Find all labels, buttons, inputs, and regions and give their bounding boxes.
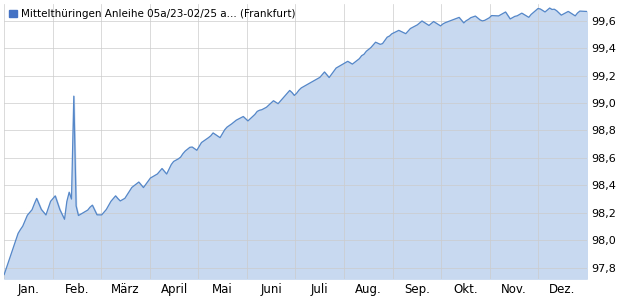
Legend: Mittelthüringen Anleihe 05a/23-02/25 a... (Frankfurt): Mittelthüringen Anleihe 05a/23-02/25 a..…	[9, 9, 295, 20]
